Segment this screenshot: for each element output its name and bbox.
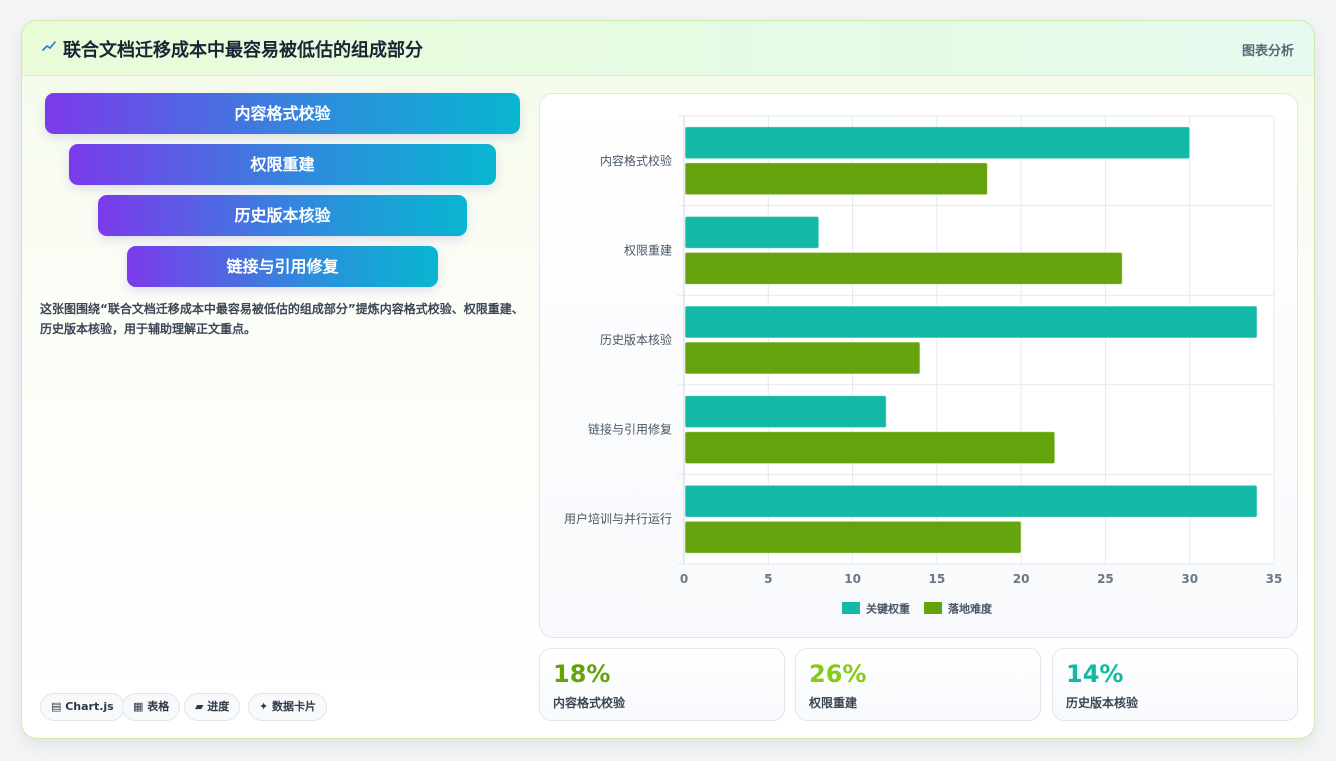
- x-tick-label: 35: [1266, 572, 1283, 586]
- chart-analysis-link[interactable]: 图表分析: [1241, 44, 1294, 59]
- stat-value: 26%: [809, 660, 867, 688]
- x-tick-label: 0: [680, 572, 688, 586]
- stat-value: 18%: [553, 660, 611, 688]
- y-tick-label: 权限重建: [624, 243, 672, 257]
- bar-difficulty: [684, 251, 1123, 285]
- chart-description: 这张图围绕“联合文档迁移成本中最容易被低估的组成部分”提炼内容格式校验、权限重建…: [40, 302, 524, 336]
- funnel-item-format: 内容格式校验: [45, 93, 520, 134]
- x-tick-label: 20: [1013, 572, 1030, 586]
- main-card: 联合文档迁移成本中最容易被低估的组成部分 图表分析 内容格式校验 权限重建 历史…: [21, 20, 1315, 739]
- funnel-item-history: 历史版本核验: [98, 195, 467, 236]
- funnel-item-links: 链接与引用修复: [127, 246, 438, 287]
- legend-label: 落地难度: [948, 602, 993, 616]
- y-tick-label: 历史版本核验: [600, 332, 672, 347]
- bar-difficulty: [684, 341, 921, 375]
- funnel-item-permissions: 权限重建: [69, 144, 496, 185]
- chip-chartjs[interactable]: ▤ Chart.js: [40, 693, 125, 721]
- legend-swatch: [842, 602, 860, 614]
- stat-card-format: 18% 内容格式校验: [539, 648, 785, 721]
- stat-label: 内容格式校验: [553, 696, 626, 710]
- x-tick-label: 10: [844, 572, 861, 586]
- x-tick-label: 5: [764, 572, 772, 586]
- chip-table[interactable]: ▦ 表格: [122, 693, 181, 721]
- stat-label: 权限重建: [809, 696, 858, 710]
- chip-progress[interactable]: ▰ 进度: [184, 693, 241, 721]
- stat-label: 历史版本核验: [1066, 696, 1139, 710]
- y-tick-label: 用户培训与并行运行: [564, 511, 672, 526]
- stat-value: 14%: [1066, 660, 1124, 688]
- bar-difficulty: [684, 520, 1022, 554]
- x-tick-label: 30: [1181, 572, 1198, 586]
- bar-weight: [684, 126, 1191, 160]
- bar-difficulty: [684, 431, 1056, 465]
- bar-weight: [684, 215, 820, 249]
- legend-label: 关键权重: [866, 602, 910, 616]
- chart-panel: 0 5 10 15 20 25 30 35 内容格式校验权限重建历史版本核验链接与引用修复用户培…: [539, 93, 1298, 638]
- header: 联合文档迁移成本中最容易被低估的组成部分 图表分析: [22, 21, 1314, 76]
- stat-card-history: 14% 历史版本核验: [1052, 648, 1298, 721]
- page-title: 联合文档迁移成本中最容易被低估的组成部分: [63, 40, 423, 61]
- stat-card-permissions: 26% 权限重建: [795, 648, 1041, 721]
- x-tick-label: 25: [1097, 572, 1114, 586]
- bar-chart: 0 5 10 15 20 25 30 35 内容格式校验权限重建历史版本核验链接与引用修复用户培…: [564, 115, 1283, 616]
- legend-swatch: [924, 602, 942, 614]
- bar-weight: [684, 395, 887, 429]
- y-tick-label: 内容格式校验: [600, 153, 672, 168]
- chip-data-card[interactable]: ✦ 数据卡片: [248, 693, 328, 721]
- y-tick-label: 链接与引用修复: [588, 422, 672, 437]
- bar-weight: [684, 484, 1258, 518]
- trend-line-icon: [42, 41, 56, 51]
- bar-weight: [684, 305, 1258, 339]
- bar-difficulty: [684, 162, 988, 196]
- x-tick-label: 15: [929, 572, 946, 586]
